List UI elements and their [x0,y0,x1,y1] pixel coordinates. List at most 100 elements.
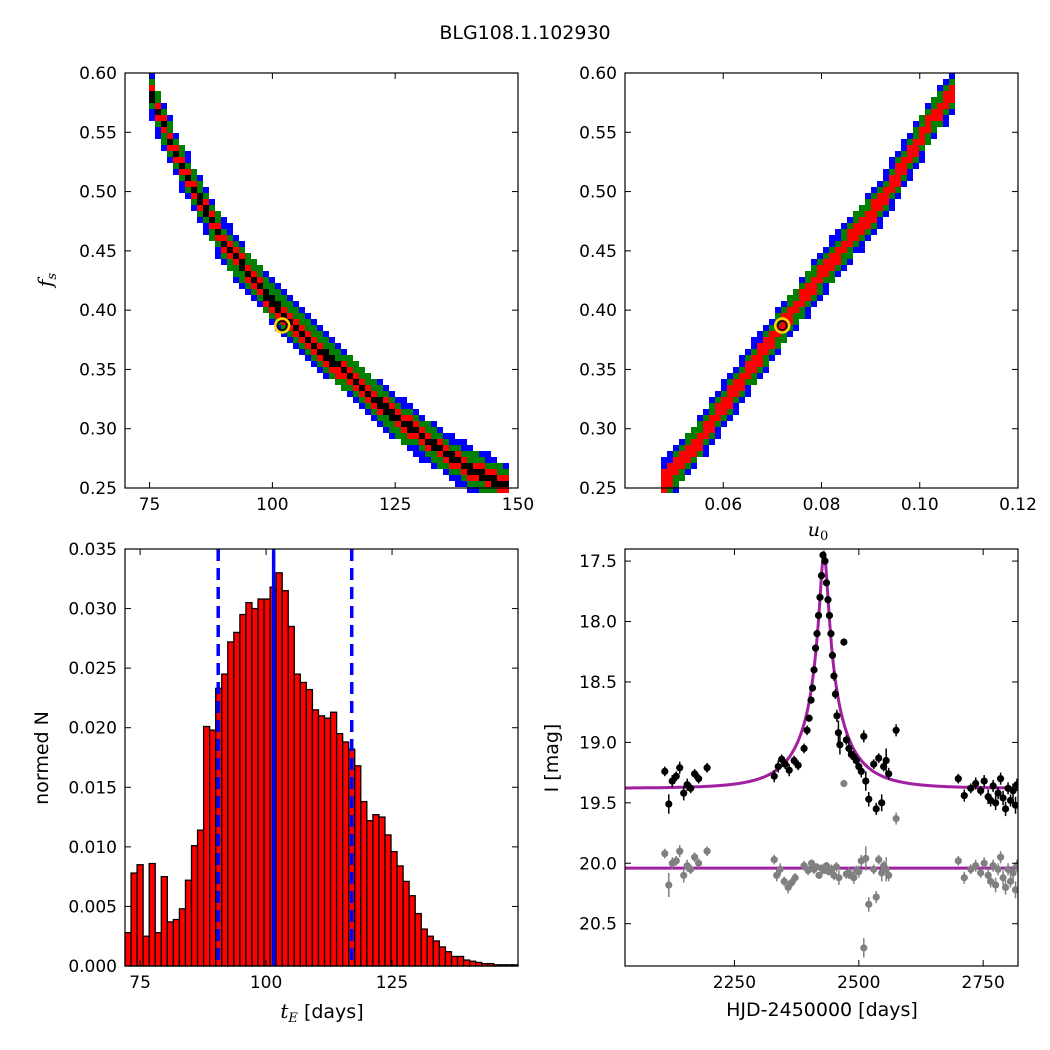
x-tick-label: 150 [502,495,534,515]
heatmap-cell-inner [329,367,335,373]
histogram-bar [414,912,422,967]
heatmap-cell-middle [685,439,691,445]
data-point [992,799,1000,807]
data-point [811,644,820,652]
heatmap-cell-middle [365,373,371,379]
heatmap-cell-inner [787,313,793,319]
heatmap-cell-middle [811,295,817,301]
heatmap-cell-inner [883,199,889,205]
residual-point [676,847,684,855]
heatmap-cell-outer [841,265,847,271]
heatmap-cell-middle [787,301,793,307]
heatmap-cell-outer [203,229,209,235]
heatmap-cell-outer [317,367,323,373]
heatmap-cell-inner [757,343,763,349]
heatmap-cell-middle [829,271,835,277]
heatmap-cell-middle [931,103,937,109]
data-point [703,764,711,772]
figure-title: BLG108.1.102930 [439,22,611,44]
heatmap-cell-outer [491,457,497,463]
heatmap-cell-middle [811,271,817,277]
heatmap-cell-inner [335,373,341,379]
heatmap-cell-core [473,469,479,475]
histogram-bar [468,960,477,967]
y-tick-label: 0.005 [68,897,117,917]
heatmap-cell-middle [769,349,775,355]
heatmap-cell-outer [449,433,455,439]
heatmap-cell-middle [485,463,491,469]
heatmap-cell-middle [703,439,709,445]
heatmap-cell-inner [401,427,407,433]
heatmap-cell-outer [425,457,431,463]
heatmap-cell-middle [673,481,679,487]
heatmap-cell-middle [431,457,437,463]
heatmap-cell-middle [943,85,949,91]
heatmap-cell-outer [919,157,925,163]
heatmap-cell-inner [425,445,431,451]
heatmap-cell-middle [853,211,859,217]
heatmap-cell-middle [883,181,889,187]
data-point [1006,796,1015,805]
heatmap-cell-middle [269,289,275,295]
heatmap-cell-inner [817,265,823,271]
heatmap-cell-inner [173,145,179,151]
heatmap-cell-middle [191,199,197,205]
heatmap-cell-middle [299,343,305,349]
heatmap-cell-middle [775,343,781,349]
heatmap-cell-middle [853,241,859,247]
heatmap-cell-inner [215,223,221,229]
data-point [817,571,826,580]
heatmap-cell-outer [721,421,727,427]
heatmap-cell-middle [197,211,203,217]
heatmap-cell-middle [907,139,913,145]
heatmap-cell-middle [859,235,865,241]
heatmap-cell-outer [901,181,907,187]
heatmap-cell-inner [787,319,793,325]
heatmap-cell-inner [245,265,251,271]
residual-point [840,779,848,788]
heatmap-cell-middle [703,415,709,421]
heatmap-cell-outer [281,331,287,337]
heatmap-cell-outer [467,445,473,451]
data-point [680,789,688,797]
heatmap-cell-middle [817,259,823,265]
histogram-bar [227,641,235,967]
heatmap-cell-outer [455,481,461,487]
heatmap-cell-inner [853,229,859,235]
heatmap-cell-inner [473,463,479,469]
heatmap-cell-core [245,271,251,277]
heatmap-cell-core [389,409,395,415]
heatmap-cell-core [461,463,467,469]
heatmap-cell-core [359,385,365,391]
y-axis-label: fs [33,273,60,289]
residual-point [992,881,1000,889]
heatmap-cell-inner [293,319,299,325]
data-point [785,766,793,774]
heatmap-cell-middle [727,379,733,385]
heatmap-cell-middle [347,385,353,391]
heatmap-cell-middle [721,391,727,397]
y-tick-label: 0.60 [79,64,117,84]
residual-point [815,871,823,879]
heatmap-cell-inner [311,349,317,355]
heatmap-cell-inner [859,229,865,235]
heatmap-cell-middle [937,97,943,103]
heatmap-cell-inner [949,97,955,103]
heatmap-cell-middle [805,271,811,277]
y-tick-label: 0.020 [68,719,117,739]
heatmap-cell-inner [895,163,901,169]
residual-point [1004,865,1012,873]
heatmap-cell-inner [925,127,931,133]
heatmap-cell-outer [907,133,913,139]
heatmap-cell-middle [197,181,203,187]
heatmap-cell-outer [173,133,179,139]
histogram-bar [305,688,314,967]
heatmap-cell-core [287,319,293,325]
data-point [860,732,868,740]
heatmap-cell-outer [227,223,233,229]
heatmap-cell-inner [679,451,685,457]
heatmap-cell-inner [763,337,769,343]
heatmap-cell-outer [233,235,239,241]
heatmap-cell-inner [751,367,757,373]
heatmap-cell-inner [227,253,233,259]
